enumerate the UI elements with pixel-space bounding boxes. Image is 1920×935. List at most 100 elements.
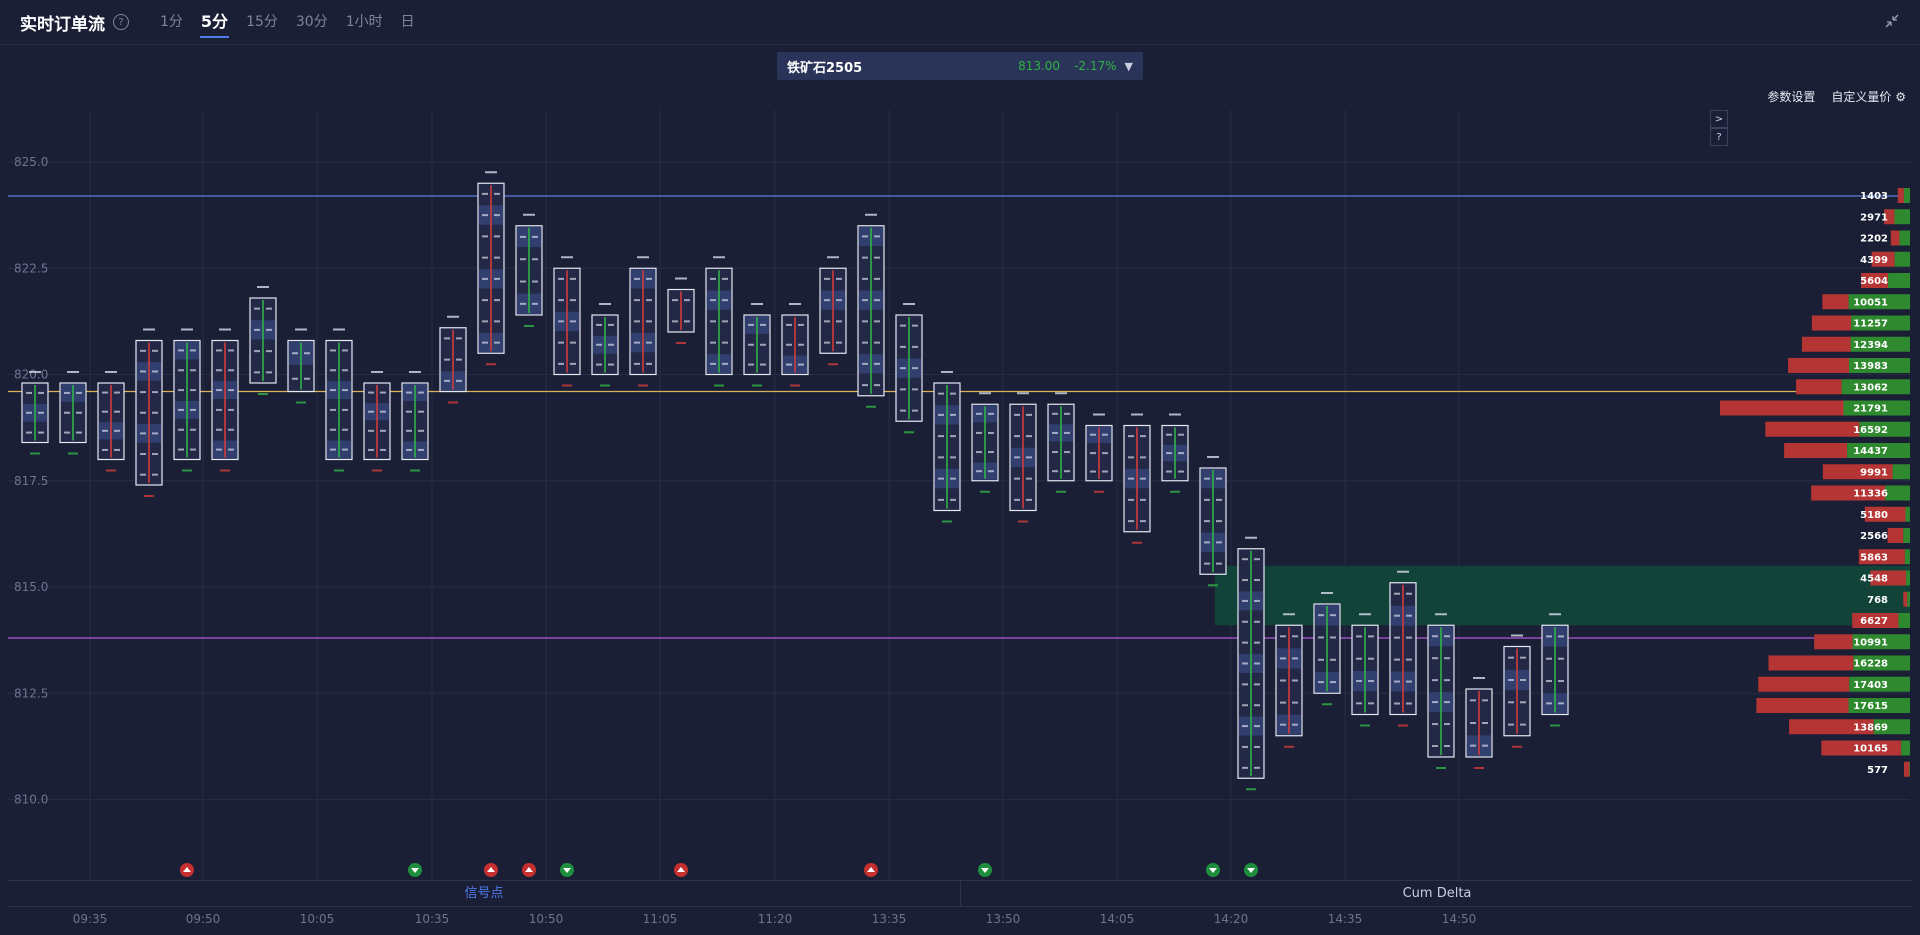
- footprint-cell-left: [1432, 657, 1438, 660]
- footprint-cell-right: [798, 363, 804, 366]
- footprint-cell-left: [178, 349, 184, 352]
- footprint-cell-right: [228, 349, 234, 352]
- x-tick-label: 13:50: [986, 912, 1021, 926]
- footprint-cell-right: [1216, 477, 1222, 480]
- footprint-chart[interactable]: 825.0 822.5 820.0 817.5 815.0 812.5 810.0 1403 2…: [0, 0, 1920, 880]
- footprint-cell-right: [874, 299, 880, 302]
- symbol-name: 铁矿石2505: [787, 60, 863, 76]
- footprint-cell-left: [292, 377, 298, 380]
- collapse-arrows-icon[interactable]: [1884, 13, 1900, 29]
- footprint-cell-right: [874, 384, 880, 387]
- footprint-cell-right: [494, 299, 500, 302]
- footprint-cell-left: [862, 235, 868, 238]
- tab-day[interactable]: 日: [400, 14, 415, 30]
- footprint-cell-left: [824, 277, 830, 280]
- footprint-cell-right: [646, 277, 652, 280]
- symbol-selector[interactable]: 铁矿石2505 813.00 -2.17% ▼: [777, 52, 1143, 80]
- volume-profile-buy-bar: [1849, 676, 1910, 692]
- volume-profile-label: 13869: [1853, 722, 1888, 733]
- footprint-cell-left: [748, 343, 754, 346]
- footprint-cell-left: [520, 280, 526, 283]
- footprint-cell-right: [418, 429, 424, 432]
- tab-30min[interactable]: 30分: [295, 14, 328, 30]
- footprint-cell-right: [532, 302, 538, 305]
- footprint-top-tag: [219, 328, 231, 331]
- footprint-cell-left: [1128, 520, 1134, 523]
- footprint-cell-left: [786, 343, 792, 346]
- help-circle-icon[interactable]: ?: [113, 14, 129, 30]
- footprint-cell-left: [1166, 433, 1172, 436]
- volume-profile-label: 5180: [1860, 510, 1888, 521]
- footprint-cell-right: [342, 428, 348, 431]
- footprint-cell-left: [1280, 723, 1286, 726]
- footprint-top-tag: [1093, 413, 1105, 416]
- footprint-cell-right: [1216, 541, 1222, 544]
- footprint-cell-right: [532, 258, 538, 261]
- footprint-delta-tag: [1398, 724, 1408, 727]
- footprint-cell-left: [1014, 477, 1020, 480]
- footprint-cell-left: [862, 277, 868, 280]
- custom-volume-price-link[interactable]: 自定义量价 ⚙: [1831, 88, 1906, 105]
- help-button[interactable]: ?: [1710, 128, 1728, 146]
- footprint-cell-left: [634, 341, 640, 344]
- footprint-cell-right: [1444, 657, 1450, 660]
- footprint-cell-right: [266, 307, 272, 310]
- footprint-delta-tag: [1208, 584, 1218, 587]
- footprint-cell-left: [862, 341, 868, 344]
- volume-profile-buy-bar: [1892, 464, 1910, 480]
- footprint-cell-right: [1254, 579, 1260, 582]
- tab-15min[interactable]: 15分: [246, 14, 278, 30]
- tab-1hour[interactable]: 1小时: [345, 14, 383, 30]
- footprint-cell-left: [1508, 678, 1514, 681]
- footprint-top-tag: [1473, 677, 1485, 679]
- footprint-cell-left: [1546, 657, 1552, 660]
- footprint-cell-left: [1432, 635, 1438, 638]
- expand-panel-button[interactable]: >: [1710, 110, 1728, 128]
- tab-signal-points[interactable]: 信号点: [464, 886, 504, 901]
- footprint-cell-right: [1368, 680, 1374, 683]
- footprint-cell-left: [216, 369, 222, 372]
- top-bar: 实时订单流 ? 1分 5分 15分 30分 1小时 日: [0, 0, 1920, 45]
- footprint-cell-left: [596, 323, 602, 326]
- footprint-cell-left: [102, 448, 108, 451]
- footprint-cell-left: [330, 369, 336, 372]
- footprint-cell-left: [634, 320, 640, 323]
- footprint-cell-right: [266, 371, 272, 374]
- tab-5min[interactable]: 5分: [192, 0, 237, 44]
- footprint-cell-right: [228, 389, 234, 392]
- footprint-cell-right: [874, 277, 880, 280]
- footprint-cell-right: [304, 377, 310, 380]
- footprint-cell-left: [1242, 745, 1248, 748]
- footprint-cell-right: [228, 428, 234, 431]
- tab-cum-delta[interactable]: Cum Delta: [960, 881, 1913, 907]
- footprint-cell-left: [1432, 723, 1438, 726]
- footprint-cell-left: [862, 384, 868, 387]
- footprint-cell-left: [1470, 699, 1476, 702]
- footprint-cell-right: [494, 235, 500, 238]
- params-settings-link[interactable]: 参数设置: [1767, 90, 1816, 104]
- footprint-cell-left: [938, 413, 944, 416]
- footprint-cell-left: [862, 256, 868, 259]
- footprint-cell-left: [406, 391, 412, 394]
- footprint-cell-left: [482, 235, 488, 238]
- footprint-top-tag: [903, 303, 915, 305]
- footprint-cell-left: [140, 453, 146, 456]
- footprint-cell-right: [152, 432, 158, 435]
- footprint-cell-left: [1280, 657, 1286, 660]
- footprint-cell-right: [1482, 699, 1488, 702]
- footprint-cell-right: [1178, 433, 1184, 436]
- footprint-top-tag: [751, 303, 763, 305]
- footprint-cell-right: [1140, 477, 1146, 480]
- footprint-cell-right: [152, 453, 158, 456]
- footprint-cell-left: [976, 431, 982, 434]
- footprint-cell-left: [178, 408, 184, 411]
- footprint-cell-left: [1204, 520, 1210, 523]
- footprint-cell-left: [938, 435, 944, 438]
- footprint-cell-left: [1242, 579, 1248, 582]
- footprint-cell-left: [216, 448, 222, 451]
- x-tick-label: 11:05: [643, 912, 678, 926]
- footprint-cell-right: [646, 299, 652, 302]
- volume-profile-buy-bar: [1909, 761, 1910, 777]
- footprint-cell-left: [900, 367, 906, 370]
- tab-1min[interactable]: 1分: [160, 14, 183, 30]
